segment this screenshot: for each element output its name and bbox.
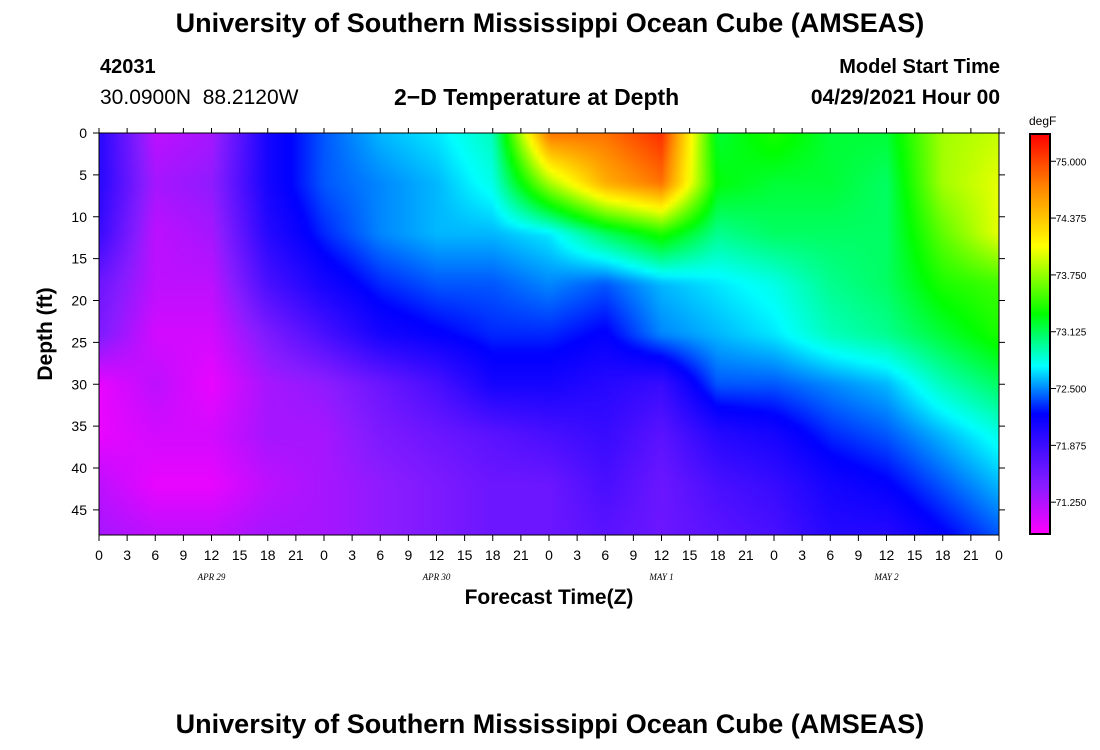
y-tick-label: 45 [71, 502, 87, 518]
temperature-heatmap [99, 133, 999, 535]
plot-frame [98, 132, 1000, 536]
station-id: 42031 [100, 56, 156, 78]
x-tick-label: 6 [151, 547, 159, 563]
footer-title: University of Southern Mississippi Ocean… [175, 709, 925, 739]
y-tick-label: 0 [79, 125, 87, 141]
x-tick-label: 6 [601, 547, 609, 563]
date-label: MAY 1 [648, 572, 673, 582]
colorbar-tick-label: 72.500 [1056, 385, 1087, 396]
x-tick-label: 0 [995, 547, 1003, 563]
y-tick-label: 40 [71, 460, 87, 476]
model-start-time: 04/29/2021 Hour 00 [810, 86, 1000, 109]
x-tick-label: 21 [288, 547, 304, 563]
date-label: MAY 2 [873, 572, 899, 582]
x-tick-label: 0 [770, 547, 778, 563]
x-tick-label: 9 [854, 547, 862, 563]
x-tick-label: 3 [573, 547, 581, 563]
y-axis-label: Depth (ft) [34, 287, 57, 380]
x-tick-label: 21 [513, 547, 529, 563]
y-tick-label: 15 [71, 251, 87, 267]
x-tick-label: 9 [179, 547, 187, 563]
y-tick-label: 10 [71, 209, 87, 225]
x-tick-label: 15 [682, 547, 698, 563]
y-tick-label: 35 [71, 418, 87, 434]
x-tick-label: 9 [629, 547, 637, 563]
x-tick-label: 21 [963, 547, 979, 563]
x-tick-label: 18 [935, 547, 951, 563]
station-coordinates: 30.0900N 88.2120W [100, 86, 299, 109]
model-start-label: Model Start Time [839, 56, 1000, 78]
date-label: APR 30 [422, 572, 451, 582]
y-tick-label: 30 [71, 376, 87, 392]
x-tick-label: 18 [710, 547, 726, 563]
x-tick-label: 12 [879, 547, 895, 563]
y-tick-label: 5 [79, 167, 87, 183]
x-tick-label: 21 [738, 547, 754, 563]
x-tick-label: 0 [545, 547, 553, 563]
plot-title: 2−D Temperature at Depth [394, 84, 680, 110]
x-tick-label: 12 [204, 547, 220, 563]
colorbar-tick-label: 73.125 [1056, 328, 1087, 339]
x-tick-label: 3 [348, 547, 356, 563]
x-tick-label: 15 [907, 547, 923, 563]
colorbar-tick-label: 75.000 [1056, 157, 1087, 168]
x-tick-label: 3 [123, 547, 131, 563]
main-title: University of Southern Mississippi Ocean… [175, 8, 925, 38]
colorbar-tick-label: 71.875 [1056, 441, 1087, 452]
colorbar-tick-label: 71.250 [1056, 498, 1087, 509]
x-tick-label: 6 [826, 547, 834, 563]
x-tick-label: 0 [95, 547, 103, 563]
colorbar-tick-label: 74.375 [1056, 214, 1087, 225]
x-tick-label: 3 [798, 547, 806, 563]
x-tick-label: 6 [376, 547, 384, 563]
x-tick-label: 18 [260, 547, 276, 563]
x-tick-label: 9 [404, 547, 412, 563]
y-tick-label: 20 [71, 293, 87, 309]
date-label: APR 29 [197, 572, 226, 582]
colorbar [1029, 133, 1051, 535]
x-tick-label: 0 [320, 547, 328, 563]
x-tick-label: 15 [457, 547, 473, 563]
x-axis-label: Forecast Time(Z) [465, 586, 634, 609]
x-tick-label: 12 [654, 547, 670, 563]
colorbar-unit: degF [1029, 114, 1056, 128]
x-tick-label: 12 [429, 547, 445, 563]
colorbar-tick-label: 73.750 [1056, 271, 1087, 282]
y-tick-label: 25 [71, 334, 87, 350]
x-tick-label: 18 [485, 547, 501, 563]
x-tick-label: 15 [232, 547, 248, 563]
